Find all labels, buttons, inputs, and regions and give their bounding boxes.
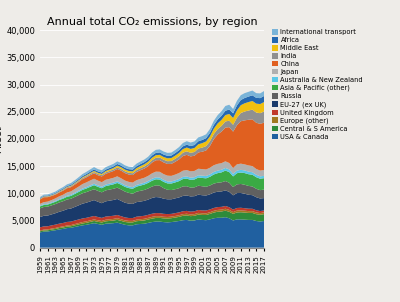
Y-axis label: MtCO₂: MtCO₂ — [0, 125, 3, 153]
Legend: International transport, Africa, Middle East, India, China, Japan, Australia & N: International transport, Africa, Middle … — [272, 29, 363, 140]
Title: Annual total CO₂ emissions, by region: Annual total CO₂ emissions, by region — [47, 17, 257, 27]
